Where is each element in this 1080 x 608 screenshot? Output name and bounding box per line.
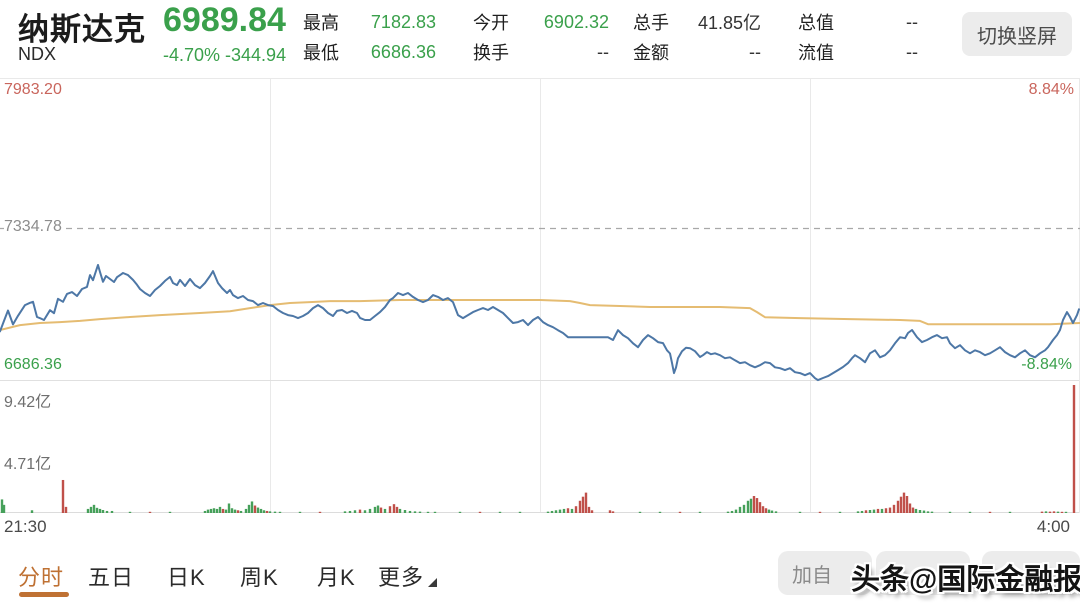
tab-five-day[interactable]: 五日 (88, 560, 134, 592)
stat-label: 金额 (633, 43, 669, 63)
tab-monthly-k[interactable]: 月K (317, 560, 356, 592)
stat-market-cap: 总值 -- (798, 11, 918, 34)
stat-label: 今开 (473, 13, 509, 33)
more-dropdown-icon (428, 578, 437, 587)
footer-button-3[interactable] (982, 551, 1080, 595)
stat-value: -- (597, 41, 609, 62)
active-tab-underline (19, 592, 69, 597)
stat-label: 总值 (798, 13, 834, 33)
tab-more[interactable]: 更多 (378, 560, 424, 592)
stock-code: NDX (18, 44, 57, 64)
stat-value: -- (749, 41, 761, 62)
stat-low: 最低 6686.36 (303, 41, 436, 64)
stat-label: 换手 (473, 43, 509, 63)
stat-total-volume: 总手 41.85亿 (633, 11, 761, 33)
pct-axis-min: -8.84% (1021, 356, 1072, 373)
intraday-chart[interactable] (0, 78, 1080, 513)
price-axis-max: 7983.20 (4, 81, 62, 98)
pct-axis-max: 8.84% (1028, 81, 1074, 98)
stat-value: 6686.36 (370, 41, 436, 62)
stat-float-cap: 流值 -- (798, 41, 918, 64)
stat-amount: 金额 -- (633, 41, 761, 64)
last-price: 6989.84 (163, 1, 286, 39)
stat-value: -- (906, 11, 918, 32)
switch-portrait-button[interactable]: 切换竖屏 (962, 12, 1072, 56)
tab-weekly-k[interactable]: 周K (240, 560, 279, 592)
stat-open: 今开 6902.32 (473, 11, 609, 34)
stat-label: 流值 (798, 43, 834, 63)
stat-high: 最高 7182.83 (303, 11, 436, 34)
footer-button-2[interactable] (876, 551, 970, 595)
stat-value: -- (906, 41, 918, 62)
add-watchlist-button[interactable]: 加自 (778, 551, 872, 595)
stat-value: 6902.32 (543, 11, 609, 32)
stat-label: 总手 (633, 13, 669, 33)
price-axis-min: 6686.36 (4, 356, 62, 374)
time-axis-start: 21:30 (4, 517, 47, 536)
stat-value: 7182.83 (370, 11, 436, 32)
stat-value: 41.85亿 (697, 13, 761, 33)
stat-label: 最低 (303, 43, 339, 63)
price-change: -4.70% -344.94 (163, 45, 287, 65)
volume-axis-max: 9.42亿 (4, 394, 52, 411)
time-axis-end: 4:00 (1036, 517, 1070, 536)
price-axis-prev-close: 7334.78 (4, 218, 65, 236)
stat-turnover-rate: 换手 -- (473, 41, 609, 64)
volume-axis-mid: 4.71亿 (4, 456, 52, 473)
tab-daily-k[interactable]: 日K (167, 560, 206, 592)
stat-label: 最高 (303, 13, 339, 33)
stock-name: 纳斯达克 (18, 12, 146, 47)
tab-intraday[interactable]: 分时 (18, 560, 64, 592)
watermark: 头条@国际金融报 (851, 564, 1080, 596)
